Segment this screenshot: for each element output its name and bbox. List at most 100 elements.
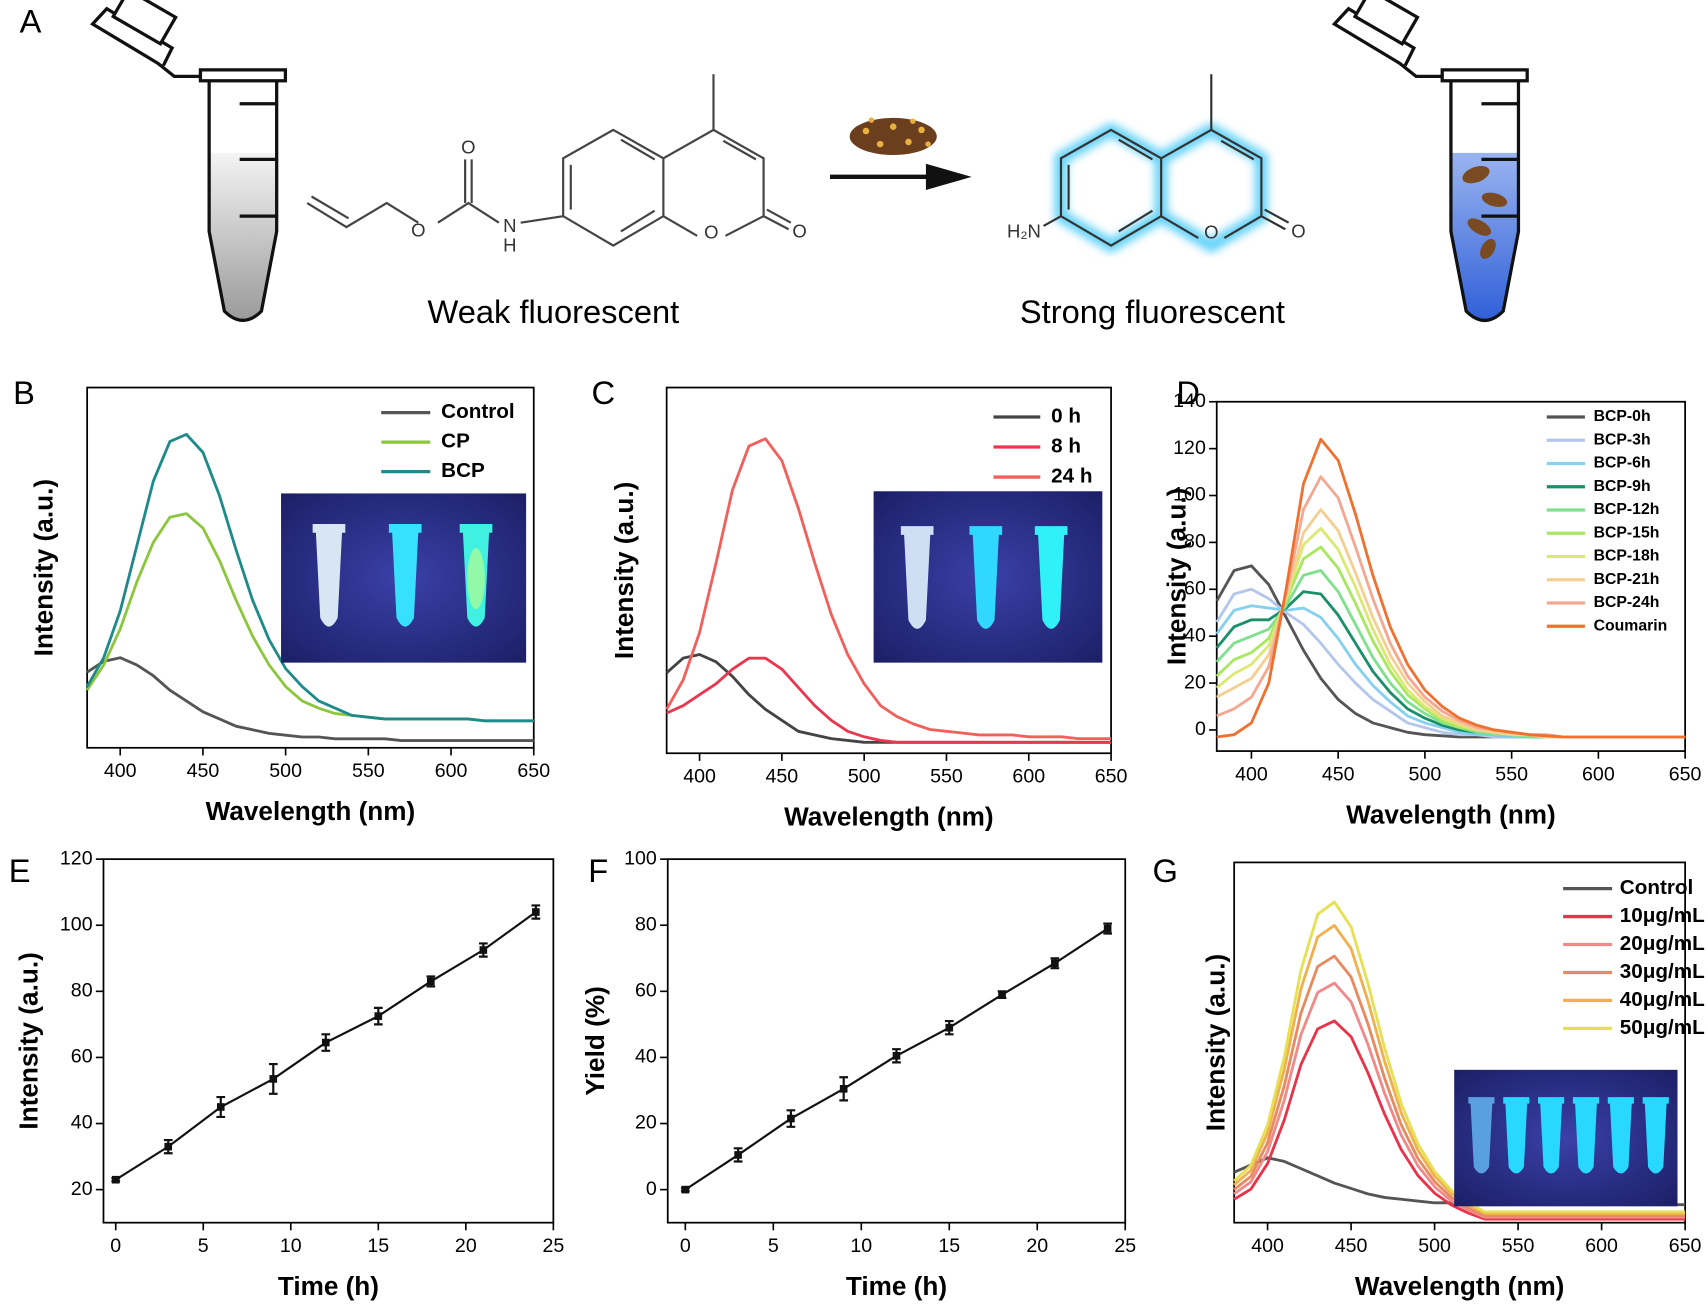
- series-line: [665, 437, 1112, 741]
- y-tick-label: 40: [1184, 624, 1206, 646]
- x-tick-label: 600: [1012, 765, 1045, 787]
- x-tick-label: 400: [1235, 763, 1268, 785]
- legend-label: 0 h: [1051, 404, 1081, 427]
- y-tick-label: 60: [71, 1046, 93, 1068]
- panel-a: A: [20, 0, 1529, 330]
- legend-label: BCP-0h: [1594, 408, 1651, 425]
- y-tick-label: 100: [60, 913, 93, 935]
- plot-frame: [1215, 400, 1686, 752]
- y-tick-label: 80: [635, 913, 657, 935]
- atom: H₂N: [1007, 220, 1041, 241]
- legend-label: BCP-24h: [1594, 594, 1660, 611]
- legend-label: BCP-15h: [1594, 524, 1660, 541]
- x-tick-label: 400: [683, 765, 716, 787]
- y-tick-label: 60: [1184, 577, 1206, 599]
- x-axis-title: Wavelength (nm): [1355, 1271, 1565, 1301]
- panel-label: C: [591, 374, 615, 411]
- y-axis-title: Yield (%): [580, 986, 610, 1096]
- legend-label: CP: [441, 430, 470, 453]
- data-point: [164, 1142, 173, 1151]
- particles: [1462, 165, 1508, 259]
- data-point: [532, 908, 540, 916]
- x-tick-label: 15: [938, 1235, 960, 1257]
- atom: O: [1291, 220, 1305, 241]
- legend-label: BCP-12h: [1594, 501, 1660, 518]
- legend-label: 50μg/mL: [1620, 1016, 1705, 1039]
- x-tick-label: 10: [850, 1235, 872, 1257]
- y-tick-label: 20: [1184, 671, 1206, 693]
- atom: O: [792, 220, 806, 241]
- legend-label: 24 h: [1051, 465, 1092, 488]
- legend-label: BCP: [441, 459, 485, 482]
- panel-label: G: [1152, 852, 1177, 889]
- y-tick-label: 120: [1173, 437, 1206, 459]
- x-tick-label: 25: [1114, 1235, 1136, 1257]
- x-tick-label: 650: [1669, 1235, 1702, 1257]
- x-tick-label: 20: [455, 1235, 477, 1257]
- x-tick-label: 450: [1322, 763, 1355, 785]
- data-point: [374, 1012, 383, 1020]
- data-point: [111, 1175, 120, 1184]
- y-axis-title: Intensity (a.u.): [1201, 954, 1231, 1131]
- x-axis-title: Wavelength (nm): [206, 796, 416, 826]
- x-tick-label: 400: [1251, 1235, 1284, 1257]
- legend-label: Coumarin: [1594, 617, 1668, 634]
- atom: O: [704, 221, 718, 242]
- plot-frame: [665, 386, 1112, 755]
- data-point: [998, 990, 1006, 999]
- legend-label: BCP-3h: [1594, 431, 1651, 448]
- x-tick-label: 0: [110, 1235, 121, 1257]
- x-tick-label: 600: [1582, 763, 1615, 785]
- data-point: [892, 1051, 901, 1060]
- y-axis-title: Intensity (a.u.): [13, 952, 43, 1129]
- y-tick-label: 40: [71, 1112, 93, 1134]
- x-tick-label: 5: [768, 1235, 779, 1257]
- data-point: [216, 1103, 225, 1111]
- atom: O: [411, 219, 425, 240]
- molecule-left: [306, 74, 792, 247]
- plot-frame: [1233, 861, 1686, 1224]
- y-tick-label: 120: [60, 847, 93, 869]
- y-axis-title: Intensity (a.u.): [1162, 488, 1192, 665]
- x-axis-title: Time (h): [846, 1271, 947, 1301]
- data-point: [321, 1038, 330, 1047]
- x-tick-label: 650: [517, 760, 550, 782]
- x-tick-label: 0: [680, 1235, 691, 1257]
- data-point: [1103, 924, 1112, 933]
- data-point: [269, 1075, 278, 1083]
- data-point: [945, 1023, 954, 1032]
- x-tick-label: 450: [1335, 1235, 1368, 1257]
- legend-label: BCP-18h: [1594, 548, 1660, 565]
- x-tick-label: 500: [1409, 763, 1442, 785]
- x-axis-title: Wavelength (nm): [1346, 799, 1556, 829]
- y-tick-label: 0: [1195, 718, 1206, 740]
- plot-frame: [102, 858, 555, 1224]
- panel-label: D: [1176, 374, 1200, 411]
- x-axis-title: Time (h): [278, 1271, 379, 1301]
- x-tick-label: 15: [367, 1235, 389, 1257]
- y-tick-label: 60: [635, 980, 657, 1002]
- y-tick-label: 100: [624, 847, 657, 869]
- panel-label: E: [9, 852, 31, 889]
- inset-photo: [1454, 1069, 1678, 1207]
- y-tick-label: 20: [635, 1112, 657, 1134]
- legend-label: BCP-9h: [1594, 478, 1651, 495]
- data-point: [479, 946, 488, 954]
- x-tick-label: 650: [1095, 765, 1128, 787]
- x-tick-label: 5: [198, 1235, 209, 1257]
- legend-label: 40μg/mL: [1620, 988, 1705, 1011]
- caption: Strong fluorescent: [1020, 293, 1285, 330]
- x-tick-label: 500: [269, 760, 302, 782]
- y-tick-label: 140: [1173, 390, 1206, 412]
- data-point: [427, 977, 435, 986]
- x-tick-label: 600: [435, 760, 468, 782]
- data-point: [787, 1114, 795, 1123]
- y-tick-label: 100: [1173, 484, 1206, 506]
- legend-label: 10μg/mL: [1620, 904, 1705, 927]
- data-point: [734, 1151, 742, 1159]
- legend-label: Control: [1620, 876, 1694, 899]
- legend-label: BCP-21h: [1594, 571, 1660, 588]
- data-point: [681, 1185, 690, 1194]
- data-point: [839, 1085, 848, 1093]
